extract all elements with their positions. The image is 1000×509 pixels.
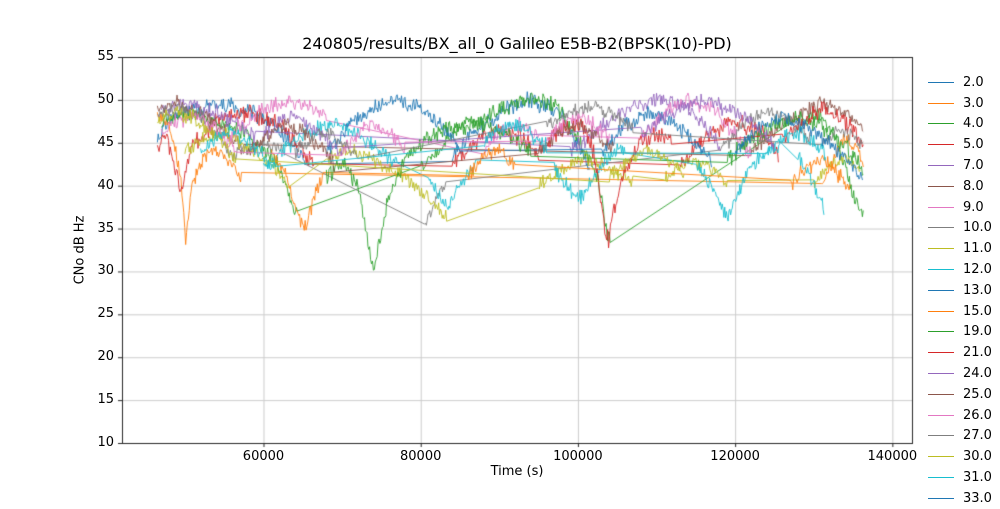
y-tick-label: 25 <box>97 306 114 322</box>
y-tick-label: 10 <box>97 435 114 450</box>
legend-label: 10.0 <box>963 220 992 236</box>
legend-entry: 26.0 <box>928 405 992 426</box>
y-tick-label: 50 <box>97 91 114 107</box>
legend-entry: 19.0 <box>928 322 992 343</box>
legend-label: 12.0 <box>963 262 992 278</box>
legend: 2.0 3.0 4.0 5.0 7.0 8.0 9.0 10.0 11.0 12.0 13.0 15.… <box>928 72 992 509</box>
legend-entry: 15.0 <box>928 301 992 322</box>
legend-label: 19.0 <box>963 324 992 340</box>
legend-label: 25.0 <box>963 386 992 402</box>
legend-line-swatch <box>928 497 954 499</box>
legend-label: 2.0 <box>963 74 984 90</box>
x-tick-label: 60000 <box>242 449 285 464</box>
y-tick-label: 30 <box>97 263 114 279</box>
legend-label: 7.0 <box>963 158 984 174</box>
legend-entry: 11.0 <box>928 238 992 259</box>
legend-entry: 12.0 <box>928 259 992 280</box>
legend-line-swatch <box>928 289 954 291</box>
legend-line-swatch <box>928 477 954 479</box>
legend-entry: 7.0 <box>928 155 992 176</box>
legend-line-swatch <box>928 123 954 125</box>
legend-label: 9.0 <box>963 199 984 215</box>
chart-title: 240805/results/BX_all_0 Galileo E5B-B2(B… <box>302 34 732 53</box>
legend-label: 26.0 <box>963 407 992 423</box>
x-axis-label: Time (s) <box>490 464 544 479</box>
x-tick-label: 140000 <box>867 449 918 464</box>
legend-entry: 25.0 <box>928 384 992 405</box>
legend-label: 33.0 <box>963 490 992 506</box>
legend-entry: 27.0 <box>928 426 992 447</box>
legend-label: 11.0 <box>963 241 992 257</box>
legend-line-swatch <box>928 227 954 229</box>
legend-line-swatch <box>928 456 954 458</box>
legend-line-swatch <box>928 373 954 375</box>
legend-entry: 3.0 <box>928 93 992 114</box>
y-tick-label: 45 <box>97 134 114 150</box>
legend-line-swatch <box>928 352 954 354</box>
legend-line-swatch <box>928 248 954 250</box>
legend-label: 13.0 <box>963 282 992 298</box>
legend-label: 8.0 <box>963 178 984 194</box>
legend-label: 3.0 <box>963 95 984 111</box>
legend-entry: 24.0 <box>928 363 992 384</box>
legend-entry: 5.0 <box>928 134 992 155</box>
legend-entry: 30.0 <box>928 446 992 467</box>
y-tick-label: 35 <box>97 220 114 236</box>
legend-label: 24.0 <box>963 366 992 382</box>
legend-line-swatch <box>928 310 954 312</box>
legend-entry: 13.0 <box>928 280 992 301</box>
legend-entry: 4.0 <box>928 114 992 135</box>
legend-line-swatch <box>928 435 954 437</box>
legend-label: 5.0 <box>963 137 984 153</box>
legend-entry: 21.0 <box>928 342 992 363</box>
legend-entry: 8.0 <box>928 176 992 197</box>
legend-label: 21.0 <box>963 345 992 361</box>
legend-entry: 2.0 <box>928 72 992 93</box>
y-tick-label: 40 <box>97 177 114 193</box>
legend-label: 15.0 <box>963 303 992 319</box>
legend-line-swatch <box>928 206 954 208</box>
legend-entry: 9.0 <box>928 197 992 218</box>
legend-line-swatch <box>928 144 954 146</box>
legend-line-swatch <box>928 102 954 104</box>
legend-line-swatch <box>928 414 954 416</box>
legend-label: 27.0 <box>963 428 992 444</box>
legend-entry: 33.0 <box>928 488 992 509</box>
legend-line-swatch <box>928 81 954 83</box>
legend-line-swatch <box>928 269 954 271</box>
legend-entry: 31.0 <box>928 467 992 488</box>
legend-label: 30.0 <box>963 449 992 465</box>
x-tick-label: 80000 <box>400 449 442 464</box>
legend-label: 4.0 <box>963 116 984 132</box>
x-tick-label: 120000 <box>710 449 760 464</box>
y-tick-label: 20 <box>97 349 114 365</box>
x-tick-label: 100000 <box>553 449 603 464</box>
y-tick-label: 55 <box>97 49 114 64</box>
legend-line-swatch <box>928 185 954 187</box>
legend-entry: 10.0 <box>928 218 992 239</box>
y-tick-label: 15 <box>97 392 114 408</box>
legend-label: 31.0 <box>963 470 992 486</box>
legend-line-swatch <box>928 393 954 395</box>
legend-line-swatch <box>928 165 954 167</box>
legend-line-swatch <box>928 331 954 333</box>
